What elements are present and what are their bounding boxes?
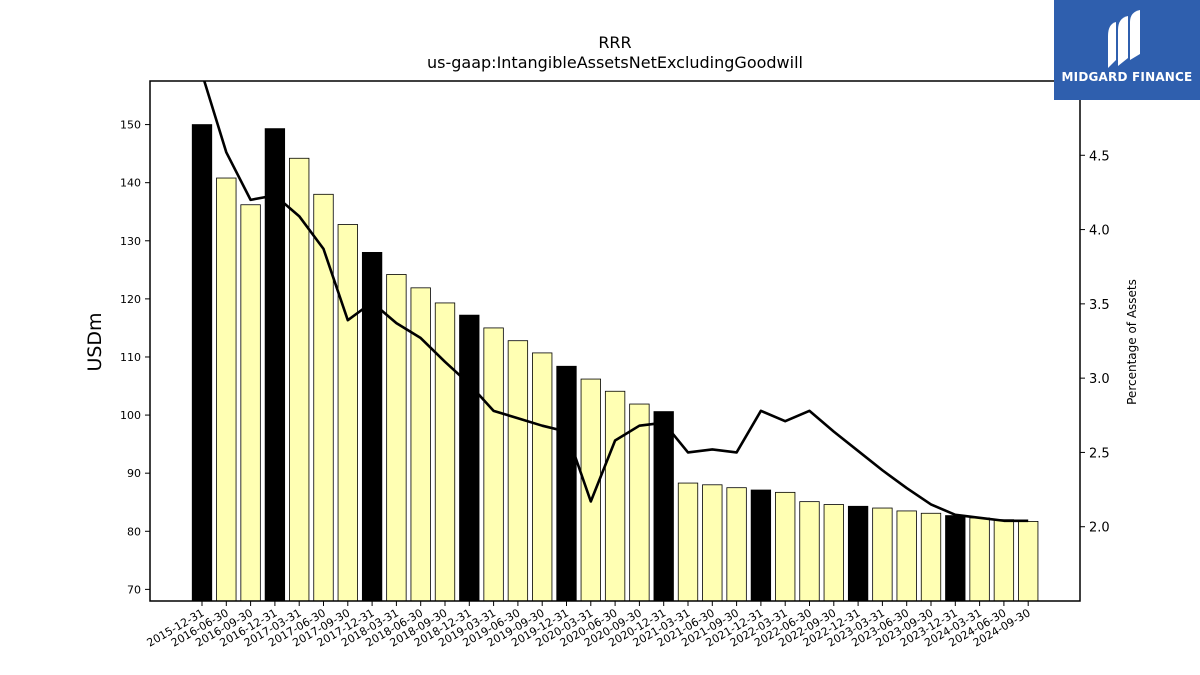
bar-2023-12-31: [945, 515, 966, 602]
bar-2022-06-30: [799, 501, 820, 602]
bar-2019-06-30: [507, 340, 529, 602]
bar-series: [191, 124, 1039, 602]
chart-subtitle: us-gaap:IntangibleAssetsNetExcludingGood…: [427, 53, 803, 72]
bar-2017-06-30: [313, 193, 334, 602]
bar-2017-12-31: [361, 251, 383, 602]
bar-2022-09-30: [823, 504, 844, 602]
y2-tick-label: 4.5: [1089, 149, 1110, 164]
y-tick-label: 70: [127, 583, 141, 596]
y-tick-label: 80: [127, 525, 141, 538]
bar-2020-09-30: [629, 403, 650, 602]
y2-tick-label: 2.5: [1089, 446, 1110, 461]
y2-tick-label: 3.5: [1089, 298, 1110, 313]
y-tick-label: 130: [120, 235, 141, 248]
bar-2022-03-31: [775, 491, 796, 602]
bar-2018-12-31: [459, 314, 480, 602]
logo-mark-icon: [1108, 10, 1140, 68]
axes: 70 80 90 100 110 120 130 140 150 2.0 2.5 3.0 3.5 4.0 4…: [120, 80, 1110, 650]
bar-2020-12-31: [653, 411, 674, 602]
bar-2024-03-31: [969, 517, 990, 602]
bar-2021-12-31: [750, 489, 772, 602]
bar-2016-09-30: [240, 204, 261, 602]
bar-2016-06-30: [216, 177, 237, 602]
bar-2015-12-31: [191, 124, 213, 602]
bar-2021-03-31: [677, 482, 699, 602]
logo-text: MIDGARD FINANCE: [1061, 70, 1193, 84]
bar-2022-12-31: [847, 505, 869, 602]
y2-axis-label: Percentage of Assets: [1125, 279, 1139, 405]
midgard-finance-logo: MIDGARD FINANCE: [1054, 0, 1200, 100]
bar-2020-03-31: [580, 378, 601, 602]
bar-2024-09-30: [1018, 521, 1039, 602]
y-axis-label: USDm: [84, 312, 106, 371]
y-tick-label: 120: [120, 293, 141, 306]
bar-2023-06-30: [896, 510, 917, 602]
bar-2021-06-30: [702, 484, 723, 602]
bar-2023-09-30: [920, 512, 942, 602]
bar-2017-09-30: [337, 224, 358, 602]
bar-2019-03-31: [483, 327, 504, 602]
bar-2023-03-31: [872, 507, 893, 602]
y2-tick-label: 3.0: [1089, 372, 1110, 387]
y-tick-label: 110: [120, 351, 141, 364]
y-tick-label: 150: [120, 119, 141, 132]
y-tick-label: 90: [127, 467, 141, 480]
bar-2019-09-30: [532, 352, 553, 602]
y2-tick-label: 4.0: [1089, 224, 1110, 239]
bar-2018-09-30: [434, 302, 456, 602]
y2-tick-label: 2.0: [1089, 521, 1110, 536]
bar-2020-06-30: [604, 390, 626, 602]
bar-2019-12-31: [556, 365, 577, 602]
chart-title: RRR: [598, 33, 631, 52]
y-tick-label: 100: [120, 409, 141, 422]
y-tick-label: 140: [120, 177, 141, 190]
line-series: [202, 81, 1029, 523]
bar-2024-06-30: [993, 519, 1015, 602]
bar-2016-12-31: [264, 128, 286, 602]
percentage-line: [202, 81, 1029, 523]
bar-2021-09-30: [726, 487, 747, 602]
